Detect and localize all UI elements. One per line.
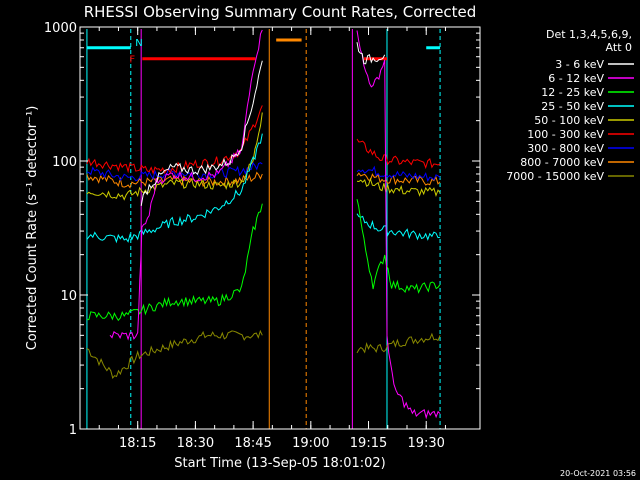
x-tick-label: 18:15 (119, 436, 156, 451)
plot-frame (79, 26, 481, 430)
plot-area: NF (86, 29, 441, 429)
x-tick-label: 19:15 (350, 436, 387, 451)
legend-label: 100 - 300 keV (527, 128, 604, 141)
y-tick-label: 1 (69, 423, 77, 438)
legend-label: 800 - 7000 keV (520, 156, 604, 169)
x-tick-label: 19:00 (292, 436, 329, 451)
footer-timestamp: 20-Oct-2021 03:56 (560, 469, 636, 478)
series-line (86, 198, 441, 322)
flag-label: N (135, 38, 142, 49)
legend-label: 50 - 100 keV (534, 114, 604, 127)
y-tick-label: 100 (52, 155, 77, 170)
flag-label: F (129, 55, 135, 66)
legend-label: 7000 - 15000 keV (506, 170, 604, 183)
legend-label: 6 - 12 keV (548, 72, 604, 85)
axes: 18:15 18:30 18:45 19:00 19:15 19:30 1 10 100 1000 (44, 21, 481, 451)
x-axis-label: Start Time (13-Sep-05 18:01:02) (174, 456, 385, 471)
series-line (86, 112, 441, 201)
y-axis-label: Corrected Count Rate (s⁻¹ detector⁻¹) (25, 106, 40, 351)
series-line (140, 42, 386, 206)
legend-label: 25 - 50 keV (541, 100, 604, 113)
legend-header: Det 1,3,4,5,6,9, (546, 28, 632, 41)
x-tick-label: 18:30 (177, 436, 214, 451)
series-line (86, 161, 441, 182)
series-line (86, 133, 441, 244)
series-line (86, 329, 441, 379)
legend-label: 12 - 25 keV (541, 86, 604, 99)
x-tick-label: 18:45 (234, 436, 271, 451)
x-tick-label: 19:30 (407, 436, 444, 451)
y-tick-label: 1000 (44, 21, 77, 36)
legend-label: 3 - 6 keV (555, 58, 604, 71)
y-tick-label: 10 (60, 289, 77, 304)
series-line (109, 29, 441, 420)
legend-label: 300 - 800 keV (527, 142, 604, 155)
legend-header: Att 0 (606, 41, 632, 54)
chart-title: RHESSI Observing Summary Count Rates, Co… (84, 3, 477, 21)
